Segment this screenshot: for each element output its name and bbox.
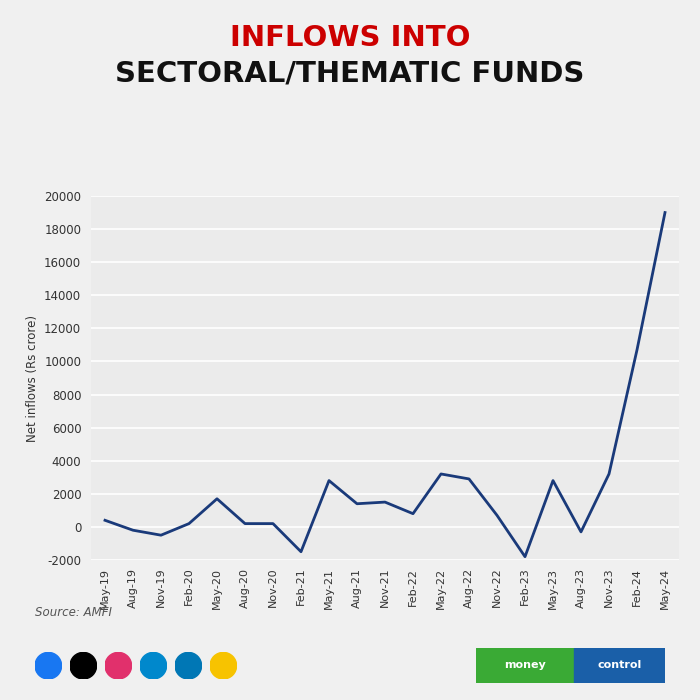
Circle shape [105, 652, 132, 679]
Text: INFLOWS INTO: INFLOWS INTO [230, 25, 470, 52]
Circle shape [140, 652, 167, 679]
Text: control: control [598, 660, 642, 670]
Text: Source: AMFI: Source: AMFI [35, 606, 112, 620]
Text: SECTORAL/THEMATIC FUNDS: SECTORAL/THEMATIC FUNDS [116, 60, 584, 88]
Bar [574, 648, 665, 682]
Circle shape [210, 652, 237, 679]
Y-axis label: Net inflows (Rs crore): Net inflows (Rs crore) [26, 314, 38, 442]
Text: money: money [504, 660, 546, 670]
Circle shape [70, 652, 97, 679]
Bar [476, 648, 574, 682]
Circle shape [175, 652, 202, 679]
Circle shape [35, 652, 62, 679]
